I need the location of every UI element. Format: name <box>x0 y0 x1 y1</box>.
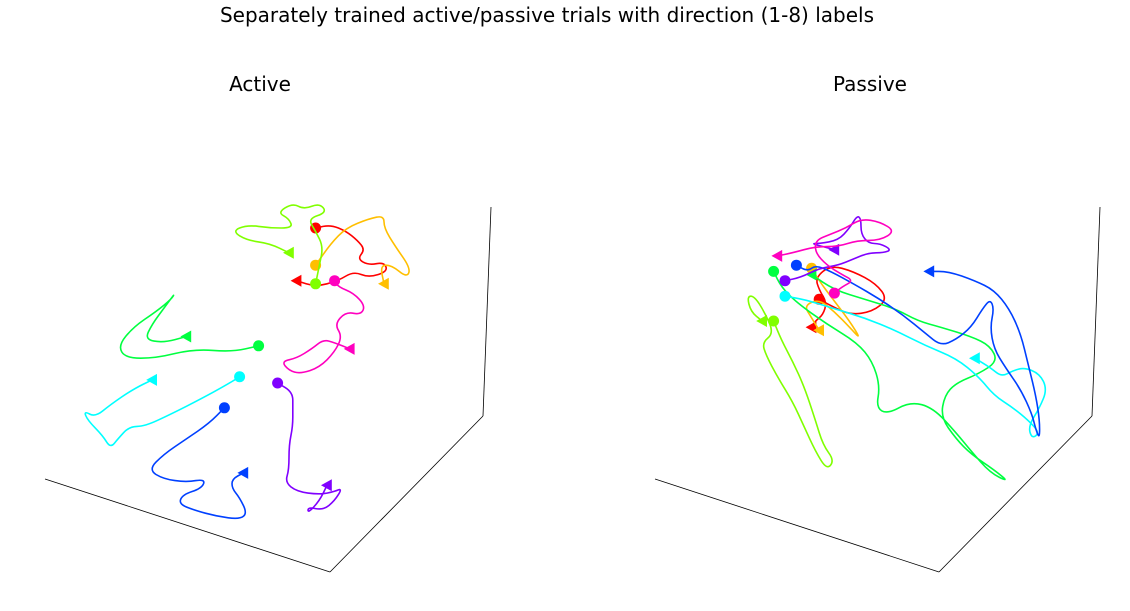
start-marker-passive-dir-7 <box>779 275 791 287</box>
end-marker-active-dir-2 <box>378 277 389 290</box>
figure-title: Separately trained active/passive trials… <box>220 3 874 27</box>
trajectory-passive-dir-5 <box>784 295 1047 438</box>
panel-passive: Passive <box>654 72 1101 573</box>
end-marker-active-dir-4 <box>180 330 192 343</box>
trajectories-passive <box>747 216 1047 481</box>
start-marker-passive-dir-8 <box>828 287 840 299</box>
start-marker-active-dir-7 <box>272 377 284 389</box>
axis-z-edge-active <box>482 206 492 417</box>
trajectory-passive-dir-4 <box>772 271 1006 481</box>
axis-y-edge-passive <box>938 415 1093 573</box>
start-marker-active-dir-8 <box>329 275 341 287</box>
end-marker-passive-dir-2 <box>813 324 824 337</box>
trajectory-active-dir-8 <box>283 280 365 374</box>
start-marker-passive-dir-4 <box>768 265 780 277</box>
trajectory-passive-dir-8 <box>777 219 893 294</box>
end-marker-passive-dir-5 <box>969 352 980 365</box>
panel-title-active: Active <box>229 72 291 96</box>
trajectory-active-dir-4 <box>119 294 259 359</box>
end-marker-active-dir-6 <box>237 466 249 479</box>
end-marker-active-dir-1 <box>290 274 302 287</box>
panel-active: Active <box>44 72 492 573</box>
start-marker-active-dir-3 <box>310 278 322 290</box>
end-marker-active-dir-5 <box>146 373 157 386</box>
end-marker-passive-dir-3 <box>756 315 767 327</box>
end-marker-passive-dir-8 <box>771 249 783 262</box>
trajectory-active-dir-3 <box>235 204 326 284</box>
trajectory-passive-dir-3 <box>747 295 833 468</box>
start-marker-passive-dir-3 <box>768 315 780 327</box>
trajectory-passive-dir-2 <box>805 267 859 337</box>
axis-y-edge-active <box>329 415 484 573</box>
axes-frame-passive <box>654 206 1101 573</box>
end-marker-active-dir-8 <box>343 342 355 355</box>
trajectory-active-dir-1 <box>296 225 387 287</box>
end-marker-passive-dir-6 <box>923 265 935 278</box>
axis-z-edge-passive <box>1091 206 1101 417</box>
panel-title-passive: Passive <box>833 72 907 96</box>
trajectory-active-dir-6 <box>151 407 247 520</box>
start-marker-passive-dir-6 <box>790 259 802 271</box>
trajectory-active-dir-2 <box>314 216 410 284</box>
trajectory-active-dir-7 <box>277 382 342 512</box>
trajectory-active-dir-5 <box>84 376 241 447</box>
axes-frame-active <box>44 206 492 573</box>
start-marker-active-dir-5 <box>234 371 246 383</box>
axis-x-edge-passive <box>654 478 940 573</box>
end-marker-active-dir-3 <box>283 246 294 259</box>
start-marker-active-dir-4 <box>253 340 265 352</box>
start-marker-active-dir-6 <box>218 402 230 414</box>
start-marker-passive-dir-5 <box>779 290 791 302</box>
axis-x-edge-active <box>44 478 331 573</box>
trajectories-active <box>84 204 410 520</box>
trajectory-passive-dir-6 <box>796 264 1041 437</box>
end-marker-active-dir-7 <box>321 479 332 492</box>
